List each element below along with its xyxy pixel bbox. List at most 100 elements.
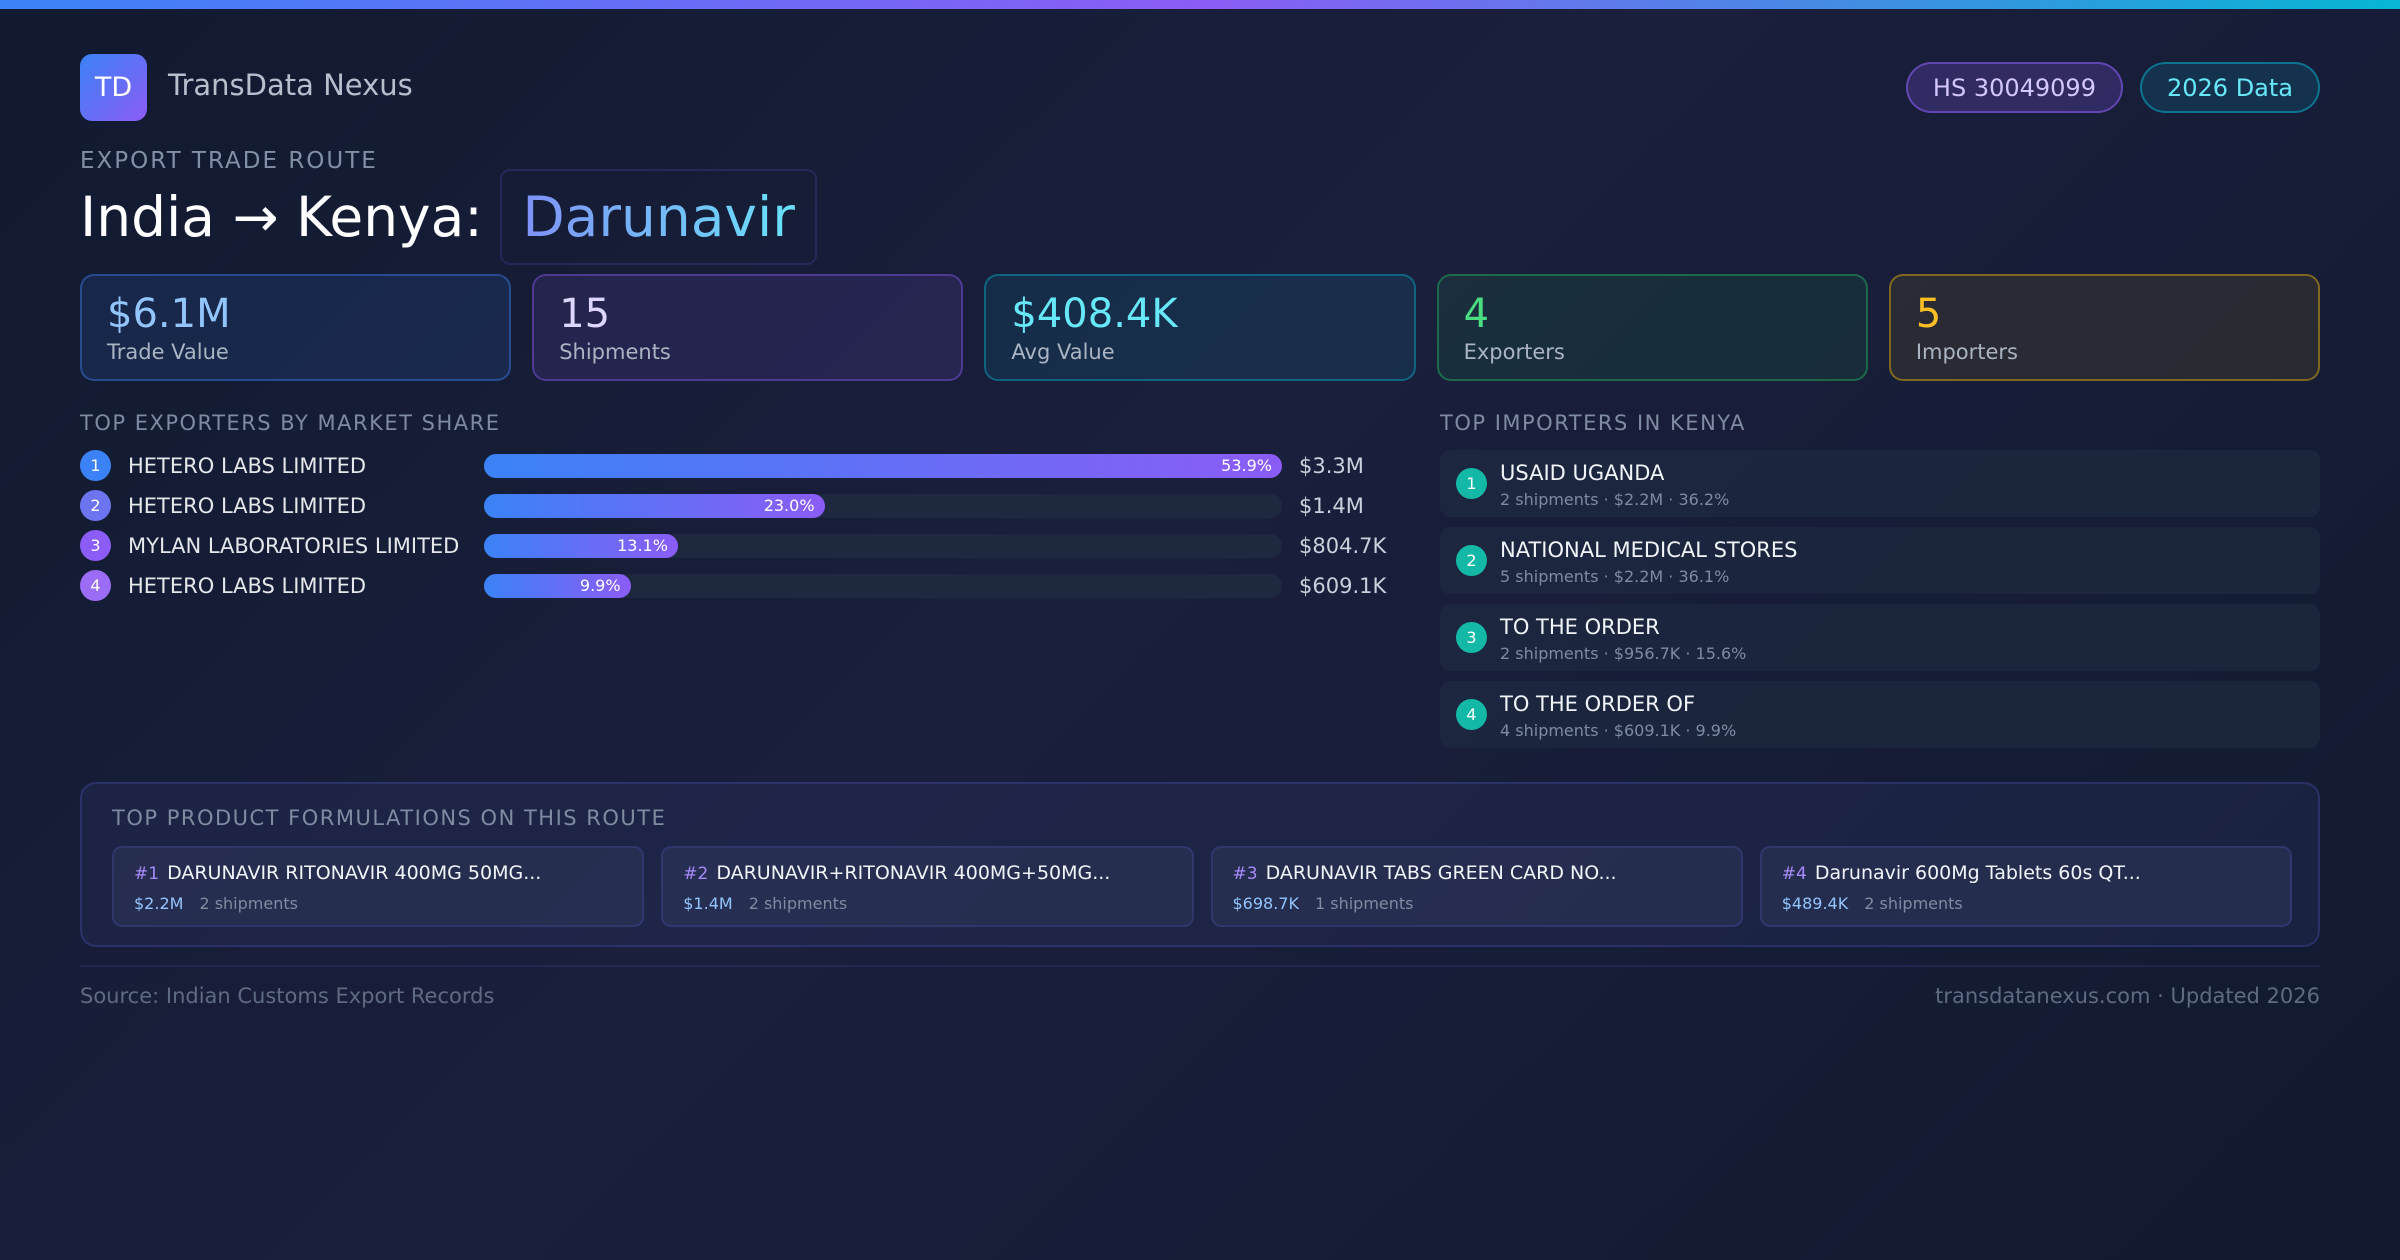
importer-name: TO THE ORDER OF: [1500, 692, 1696, 716]
route-product: Darunavir: [500, 169, 817, 265]
rank-badge: 3: [80, 530, 111, 561]
section-title: TOP IMPORTERS IN KENYA: [1440, 411, 1746, 435]
badge: 2026 Data: [2139, 62, 2320, 113]
stat-value: $408.4K: [1011, 291, 1178, 337]
product-name: Darunavir 600Mg Tablets 60s QT...: [1814, 862, 2141, 884]
rank-badge: 3: [1456, 622, 1487, 653]
importer-name: USAID UGANDA: [1500, 461, 1665, 485]
exporter-value: $3.3M: [1299, 454, 1364, 478]
exporter-value: $1.4M: [1299, 494, 1364, 518]
exporter-value: $609.1K: [1299, 574, 1387, 598]
product-shipments: 2 shipments: [748, 894, 848, 913]
bar-track: 53.9%: [484, 454, 1282, 478]
exporter-row: 1 HETERO LABS LIMITED 53.9% $3.3M: [80, 450, 1375, 481]
rank-badge: 1: [80, 450, 111, 481]
stat-label: Exporters: [1463, 340, 1565, 364]
importer-card: 2 NATIONAL MEDICAL STORES 5 shipments · $2…: [1440, 527, 2320, 594]
product-rank: #1: [134, 864, 160, 884]
exporter-name: HETERO LABS LIMITED: [128, 454, 367, 478]
rank-badge: 2: [1456, 545, 1487, 576]
products-panel: TOP PRODUCT FORMULATIONS ON THIS ROUTE #…: [80, 782, 2320, 947]
product-name: DARUNAVIR RITONAVIR 400MG 50MG...: [167, 862, 542, 884]
importer-detail: 5 shipments · $2.2M · 36.1%: [1500, 567, 1730, 586]
rank-badge: 4: [80, 570, 111, 601]
product-value: $489.4K: [1781, 894, 1849, 913]
stat-card: $6.1M Trade Value: [80, 274, 512, 381]
stat-card: 4 Exporters: [1436, 274, 1868, 381]
stat-label: Trade Value: [107, 340, 229, 364]
importer-detail: 2 shipments · $956.7K · 15.6%: [1500, 644, 1747, 663]
share-bar: 9.9%: [484, 574, 631, 598]
importer-name: NATIONAL MEDICAL STORES: [1500, 538, 1798, 562]
exporter-name: HETERO LABS LIMITED: [128, 494, 367, 518]
importer-detail: 4 shipments · $609.1K · 9.9%: [1500, 721, 1737, 740]
importer-name: TO THE ORDER: [1500, 615, 1660, 639]
stat-label: Avg Value: [1011, 340, 1115, 364]
stat-card: $408.4K Avg Value: [984, 274, 1416, 381]
product-name: DARUNAVIR+RITONAVIR 400MG+50MG...: [716, 862, 1111, 884]
stat-cards: $6.1M Trade Value 15 Shipments $408.4K Avg Va…: [80, 274, 2321, 381]
bar-track: 9.9%: [484, 574, 1282, 598]
route-countries: India → Kenya:: [80, 185, 483, 249]
exporter-value: $804.7K: [1299, 534, 1387, 558]
share-label: 23.0%: [763, 496, 815, 515]
product-title: #1 DARUNAVIR RITONAVIR 400MG 50MG...: [134, 862, 622, 884]
product-cards: #1 DARUNAVIR RITONAVIR 400MG 50MG... $2.2M…: [112, 846, 2292, 927]
exporter-row: 2 HETERO LABS LIMITED 23.0% $1.4M: [80, 490, 1375, 521]
product-name: DARUNAVIR TABS GREEN CARD NO...: [1265, 862, 1617, 884]
share-label: 53.9%: [1221, 456, 1272, 475]
product-card: #1 DARUNAVIR RITONAVIR 400MG 50MG... $2.2M…: [112, 846, 645, 927]
section-title: TOP PRODUCT FORMULATIONS ON THIS ROUTE: [112, 806, 667, 830]
footer-site: transdatanexus.com · Updated 2026: [1935, 984, 2320, 1008]
stat-card: 15 Shipments: [532, 274, 964, 381]
product-rank: #3: [1232, 864, 1258, 884]
stat-label: Importers: [1915, 340, 2019, 364]
product-shipments: 2 shipments: [1864, 894, 1963, 913]
product-title: #3 DARUNAVIR TABS GREEN CARD NO...: [1233, 862, 1721, 884]
stat-value: $6.1M: [107, 291, 231, 337]
stat-value: 5: [1915, 291, 1942, 337]
importer-detail: 2 shipments · $2.2M · 36.2%: [1500, 490, 1730, 509]
exporter-name: HETERO LABS LIMITED: [128, 574, 367, 598]
product-title: #2 DARUNAVIR+RITONAVIR 400MG+50MG...: [683, 862, 1171, 884]
importer-card: 3 TO THE ORDER 2 shipments · $956.7K · 15.…: [1440, 604, 2320, 671]
product-shipments: 1 shipments: [1314, 894, 1414, 913]
product-card: #3 DARUNAVIR TABS GREEN CARD NO... $698.7K…: [1210, 846, 1743, 927]
share-bar: 23.0%: [484, 494, 825, 518]
stat-card: 5 Importers: [1888, 274, 2321, 381]
product-rank: #4: [1781, 864, 1807, 884]
footer-source: Source: Indian Customs Export Records: [80, 984, 495, 1008]
badge: HS 30049099: [1905, 62, 2123, 113]
share-bar: 53.9%: [484, 454, 1282, 478]
product-card: #4 Darunavir 600Mg Tablets 60s QT... $489.…: [1759, 846, 2292, 927]
bar-track: 23.0%: [484, 494, 1282, 518]
share-label: 9.9%: [579, 576, 621, 595]
footer-divider: [80, 965, 2320, 967]
section-title: TOP EXPORTERS BY MARKET SHARE: [80, 411, 501, 435]
top-accent-bar: [0, 0, 2400, 9]
stat-value: 15: [559, 291, 611, 337]
rank-badge: 1: [1456, 468, 1487, 499]
product-stats: $2.2M 2 shipments: [134, 894, 622, 913]
exporter-row: 4 HETERO LABS LIMITED 9.9% $609.1K: [80, 570, 1386, 601]
logo: TD: [80, 54, 147, 121]
product-stats: $1.4M 2 shipments: [683, 894, 1171, 913]
product-title: #4 Darunavir 600Mg Tablets 60s QT...: [1782, 862, 2270, 884]
exporter-name: MYLAN LABORATORIES LIMITED: [128, 534, 460, 558]
rank-badge: 2: [80, 490, 111, 521]
importer-card: 4 TO THE ORDER OF 4 shipments · $609.1K · …: [1440, 681, 2320, 748]
bar-track: 13.1%: [484, 534, 1282, 558]
brand: TransData Nexus: [168, 68, 413, 102]
product-stats: $698.7K 1 shipments: [1233, 894, 1721, 913]
exporter-row: 3 MYLAN LABORATORIES LIMITED 13.1% $804.7K: [80, 530, 1386, 561]
product-stats: $489.4K 2 shipments: [1782, 894, 2270, 913]
product-value: $1.4M: [683, 894, 733, 913]
product-shipments: 2 shipments: [199, 894, 298, 913]
route-title: India → Kenya: Darunavir: [80, 169, 817, 265]
importer-card: 1 USAID UGANDA 2 shipments · $2.2M · 36.2%: [1440, 450, 2320, 517]
product-value: $698.7K: [1232, 894, 1299, 913]
product-rank: #2: [683, 864, 709, 884]
stat-label: Shipments: [559, 340, 671, 364]
route-label: EXPORT TRADE ROUTE: [80, 148, 378, 174]
